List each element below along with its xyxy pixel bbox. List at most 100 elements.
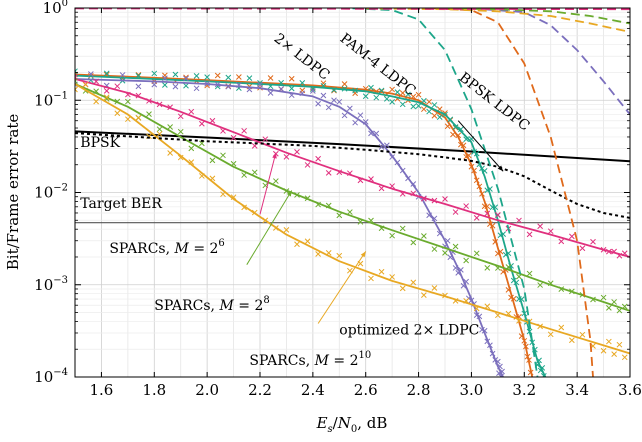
dashed-series-line bbox=[352, 8, 539, 377]
sim-marker bbox=[320, 82, 327, 89]
sim-marker bbox=[487, 221, 493, 228]
sim-marker bbox=[476, 313, 483, 320]
sim-marker bbox=[399, 101, 406, 108]
sim-marker bbox=[119, 72, 126, 78]
sim-marker bbox=[125, 91, 131, 98]
annotation-label: 2× LDPC bbox=[271, 31, 333, 84]
sim-marker bbox=[492, 204, 499, 211]
x-tick-label: 1.6 bbox=[89, 381, 113, 399]
sim-marker bbox=[481, 168, 488, 174]
sim-marker bbox=[537, 223, 543, 230]
sim-marker bbox=[471, 149, 477, 155]
sim-marker bbox=[209, 117, 216, 124]
sim-marker bbox=[82, 81, 89, 88]
sim-marker bbox=[336, 252, 343, 259]
sim-marker bbox=[436, 230, 443, 237]
sim-marker bbox=[304, 238, 311, 245]
sim-marker bbox=[479, 190, 485, 197]
sim-marker bbox=[93, 88, 99, 95]
sim-marker bbox=[135, 92, 142, 99]
sim-marker bbox=[389, 183, 395, 189]
sim-marker bbox=[497, 248, 504, 255]
sim-marker bbox=[236, 74, 242, 80]
sim-marker bbox=[463, 136, 469, 143]
sim-marker bbox=[325, 169, 332, 176]
y-tick-base: 10 bbox=[34, 91, 53, 109]
sim-marker bbox=[468, 163, 475, 170]
x-tick-label: 3.6 bbox=[618, 381, 642, 399]
y-tick-label: 10−4 bbox=[34, 367, 68, 386]
sim-marker bbox=[183, 82, 189, 89]
sim-marker bbox=[495, 358, 501, 365]
sim-marker bbox=[410, 190, 417, 197]
sim-marker bbox=[75, 74, 78, 80]
sim-marker bbox=[495, 265, 501, 271]
arrow-head bbox=[286, 190, 292, 197]
annotation-label: Target BER bbox=[80, 196, 162, 212]
sim-marker bbox=[536, 357, 542, 364]
sim-marker bbox=[188, 145, 195, 152]
sim-marker bbox=[405, 175, 411, 182]
sim-marker bbox=[278, 86, 284, 92]
sim-marker bbox=[492, 357, 499, 363]
sim-marker bbox=[368, 176, 374, 182]
sim-marker bbox=[357, 112, 364, 119]
sim-marker bbox=[241, 172, 247, 178]
sim-marker bbox=[156, 101, 163, 108]
sim-marker bbox=[378, 87, 385, 94]
sim-marker bbox=[220, 152, 226, 159]
sim-marker bbox=[225, 83, 232, 90]
sim-marker bbox=[539, 364, 546, 371]
sim-marker bbox=[257, 79, 263, 86]
sim-marker bbox=[495, 212, 501, 218]
sim-marker bbox=[447, 254, 454, 261]
x-tick-label: 3.2 bbox=[512, 381, 536, 399]
sim-marker bbox=[421, 97, 427, 104]
annotation-label: BPSK bbox=[80, 135, 120, 151]
sim-marker bbox=[103, 70, 110, 77]
sim-marker bbox=[177, 154, 184, 161]
sim-marker bbox=[442, 292, 448, 299]
sim-marker bbox=[125, 98, 131, 105]
y-tick-base: 10 bbox=[34, 184, 53, 202]
sim-marker bbox=[162, 75, 168, 82]
sim-marker bbox=[476, 183, 483, 190]
sim-marker bbox=[394, 159, 401, 166]
sim-marker bbox=[341, 85, 348, 92]
sim-marker bbox=[484, 265, 491, 271]
sim-marker bbox=[288, 85, 295, 92]
sim-marker bbox=[384, 96, 390, 102]
sim-marker bbox=[410, 181, 417, 187]
sim-marker bbox=[75, 86, 78, 93]
arrow-head bbox=[497, 165, 504, 172]
sim-marker bbox=[473, 215, 480, 221]
sim-marker bbox=[347, 170, 353, 177]
sim-marker bbox=[362, 119, 369, 125]
sim-marker bbox=[526, 231, 533, 238]
x-axis-label: Es/N0, dB bbox=[316, 414, 388, 435]
sim-marker bbox=[146, 111, 152, 118]
sim-marker bbox=[341, 112, 348, 119]
sim-marker bbox=[394, 89, 401, 95]
y-tick-exponent: −3 bbox=[53, 275, 68, 286]
sim-marker bbox=[405, 91, 411, 98]
sim-marker bbox=[283, 153, 290, 160]
y-tick-base: 10 bbox=[34, 368, 53, 386]
sim-marker bbox=[199, 173, 205, 179]
annotation-arrow bbox=[246, 190, 293, 265]
sim-marker bbox=[537, 323, 543, 330]
sim-marker bbox=[103, 94, 110, 101]
sim-marker bbox=[378, 268, 385, 275]
sim-marker bbox=[315, 251, 321, 257]
sim-marker bbox=[579, 245, 586, 252]
sim-marker bbox=[283, 188, 290, 194]
sim-marker bbox=[495, 250, 501, 257]
sim-marker bbox=[460, 282, 467, 289]
sim-marker bbox=[590, 238, 596, 245]
sim-marker bbox=[436, 114, 443, 120]
sim-marker bbox=[621, 354, 628, 361]
sim-marker bbox=[209, 157, 216, 164]
annotation-arrows bbox=[246, 120, 504, 324]
sim-marker bbox=[547, 280, 554, 287]
sim-marker bbox=[399, 285, 406, 292]
